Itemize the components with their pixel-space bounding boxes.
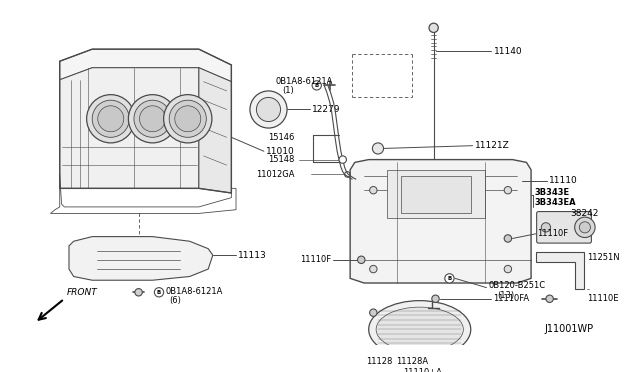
Text: 11110F: 11110F bbox=[538, 229, 569, 238]
Circle shape bbox=[370, 265, 377, 273]
Ellipse shape bbox=[135, 256, 152, 263]
Text: J11001WP: J11001WP bbox=[544, 324, 593, 334]
Circle shape bbox=[372, 143, 383, 154]
Circle shape bbox=[257, 97, 280, 122]
Circle shape bbox=[169, 100, 206, 137]
Text: B: B bbox=[447, 276, 452, 281]
Text: (13): (13) bbox=[498, 291, 515, 299]
Text: 11012GA: 11012GA bbox=[256, 170, 294, 179]
Text: 3B343E: 3B343E bbox=[535, 189, 570, 198]
Text: 11140: 11140 bbox=[494, 46, 523, 55]
Polygon shape bbox=[60, 68, 199, 188]
Circle shape bbox=[339, 156, 346, 163]
Text: 11110: 11110 bbox=[548, 176, 577, 185]
Ellipse shape bbox=[161, 256, 177, 263]
Circle shape bbox=[504, 235, 511, 242]
Text: 12279: 12279 bbox=[312, 105, 340, 114]
Text: 15148: 15148 bbox=[268, 155, 294, 164]
Text: 0B120-B251C: 0B120-B251C bbox=[488, 281, 545, 290]
Circle shape bbox=[429, 23, 438, 32]
Circle shape bbox=[129, 94, 177, 143]
Ellipse shape bbox=[107, 256, 124, 263]
Circle shape bbox=[135, 289, 142, 296]
Circle shape bbox=[98, 106, 124, 132]
Text: B: B bbox=[157, 290, 161, 295]
FancyBboxPatch shape bbox=[537, 212, 591, 243]
Text: 15146: 15146 bbox=[268, 133, 294, 142]
Text: 11110E: 11110E bbox=[587, 294, 618, 303]
Text: 11128: 11128 bbox=[366, 357, 392, 366]
Circle shape bbox=[358, 256, 365, 263]
Text: 11121Z: 11121Z bbox=[474, 141, 509, 150]
Text: 11251N: 11251N bbox=[587, 253, 620, 262]
Circle shape bbox=[175, 106, 201, 132]
Text: 0B1A8-6121A: 0B1A8-6121A bbox=[276, 77, 333, 86]
Circle shape bbox=[86, 94, 135, 143]
Text: 3B343EA: 3B343EA bbox=[535, 198, 577, 207]
Circle shape bbox=[250, 91, 287, 128]
Text: 11110+A: 11110+A bbox=[403, 368, 442, 372]
Text: 11128A: 11128A bbox=[397, 357, 429, 366]
Circle shape bbox=[370, 186, 377, 194]
Polygon shape bbox=[350, 160, 531, 283]
Ellipse shape bbox=[369, 301, 471, 358]
Circle shape bbox=[154, 288, 164, 297]
Polygon shape bbox=[69, 237, 213, 280]
Text: FRONT: FRONT bbox=[67, 288, 98, 297]
Circle shape bbox=[134, 100, 171, 137]
Text: 0B1A8-6121A: 0B1A8-6121A bbox=[166, 287, 223, 296]
Circle shape bbox=[546, 295, 554, 302]
Text: 11110FA: 11110FA bbox=[493, 294, 529, 303]
Polygon shape bbox=[401, 176, 471, 214]
Circle shape bbox=[92, 100, 129, 137]
Text: 11113: 11113 bbox=[238, 251, 267, 260]
Polygon shape bbox=[199, 68, 232, 193]
Circle shape bbox=[579, 222, 591, 233]
Circle shape bbox=[541, 223, 550, 232]
Text: 38242: 38242 bbox=[570, 209, 598, 218]
Text: B: B bbox=[315, 83, 319, 88]
Text: (6): (6) bbox=[169, 296, 181, 305]
Circle shape bbox=[504, 265, 511, 273]
Polygon shape bbox=[387, 170, 484, 218]
Polygon shape bbox=[536, 252, 584, 289]
Ellipse shape bbox=[376, 307, 463, 352]
Circle shape bbox=[164, 94, 212, 143]
Circle shape bbox=[140, 106, 166, 132]
Circle shape bbox=[575, 217, 595, 238]
Circle shape bbox=[504, 186, 511, 194]
Polygon shape bbox=[60, 49, 232, 81]
Text: 11110F: 11110F bbox=[300, 255, 332, 264]
Text: 11010: 11010 bbox=[266, 147, 294, 156]
Circle shape bbox=[312, 81, 321, 90]
Circle shape bbox=[432, 295, 439, 302]
Circle shape bbox=[445, 274, 454, 283]
Circle shape bbox=[370, 309, 377, 317]
Text: (1): (1) bbox=[282, 86, 294, 96]
